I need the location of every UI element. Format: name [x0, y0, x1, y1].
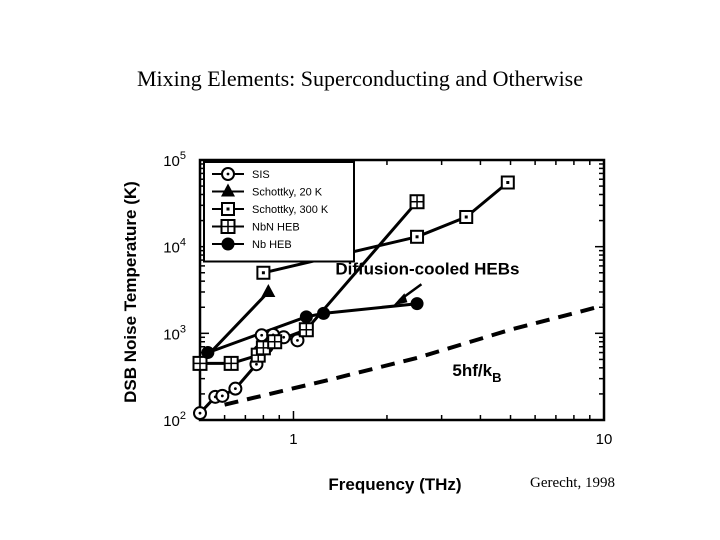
data-point — [254, 328, 269, 343]
legend-marker — [221, 202, 235, 216]
data-point — [223, 355, 239, 371]
data-point — [192, 355, 208, 371]
annotation-diffusion-cooled-hebs: Diffusion-cooled HEBs — [335, 259, 519, 278]
y-axis-label: DSB Noise Temperature (K) — [121, 181, 140, 403]
marker-filled-circle — [201, 346, 215, 360]
marker-filled-circle — [299, 310, 313, 324]
data-point — [193, 406, 207, 421]
marker-dot — [255, 362, 258, 366]
data-point — [410, 229, 425, 244]
marker-dot — [226, 172, 230, 176]
marker-dot — [261, 271, 265, 275]
y-tick-label: 105 — [163, 150, 186, 170]
data-point — [215, 388, 230, 403]
marker-dot — [220, 394, 224, 398]
marker-dot — [233, 387, 237, 391]
legend-marker — [220, 219, 236, 234]
x-tick-label: 1 — [289, 431, 297, 448]
data-point — [317, 306, 331, 320]
x-tick-label: 10 — [596, 431, 613, 448]
legend-label: NbN HEB — [252, 222, 300, 234]
legend-label: Nb HEB — [252, 239, 292, 251]
annotation-arrow-head — [393, 293, 408, 306]
marker-dot — [226, 207, 230, 211]
marker-filled-circle — [221, 237, 235, 251]
marker-triangle — [261, 283, 276, 297]
legend-marker — [221, 237, 235, 251]
annotation-5hf-kb: 5hf/kB — [452, 361, 501, 385]
y-tick-label-base: 10 — [163, 413, 180, 430]
y-tick-label-exponent: 4 — [180, 237, 186, 249]
marker-dot — [260, 333, 264, 337]
data-point — [201, 346, 215, 360]
data-point — [299, 310, 313, 324]
data-point — [261, 283, 276, 297]
legend-marker — [221, 183, 235, 197]
data-point — [410, 297, 424, 311]
legend-label: Schottky, 300 K — [252, 204, 329, 216]
legend-marker — [221, 167, 235, 181]
marker-dot — [464, 215, 468, 219]
marker-dot — [506, 181, 510, 185]
data-point — [267, 334, 283, 350]
data-point — [256, 265, 271, 280]
marker-filled-circle — [317, 306, 331, 320]
marker-triangle — [221, 183, 235, 197]
x-axis-label: Frequency (THz) — [328, 475, 461, 494]
plot-area-frame — [198, 158, 606, 422]
marker-filled-circle — [410, 297, 424, 311]
data-point — [459, 209, 474, 224]
annotation-5hf-main: 5hf/k — [452, 361, 492, 380]
data-point — [409, 194, 425, 210]
y-tick-label-base: 10 — [163, 326, 180, 343]
series-line-5hf-kb — [224, 303, 605, 407]
y-tick-label: 102 — [163, 410, 186, 430]
annotation-5hf-subscript: B — [492, 370, 501, 385]
legend: SIS Schottky, 20 K Schottky, 300 K NbN HEB N… — [203, 161, 355, 263]
y-tick-label: 103 — [163, 323, 186, 343]
data-point — [500, 175, 515, 190]
y-tick-label: 104 — [163, 237, 186, 257]
data-point — [298, 322, 314, 338]
marker-dot — [198, 411, 202, 415]
slide-title: Mixing Elements: Superconducting and Oth… — [136, 66, 584, 91]
y-tick-label-exponent: 2 — [180, 410, 186, 422]
figure-credit: Gerecht, 1998 — [530, 475, 615, 491]
y-tick-label-base: 10 — [163, 240, 180, 257]
legend-label: Schottky, 20 K — [252, 187, 323, 199]
y-tick-label-exponent: 5 — [180, 150, 186, 162]
data-point — [290, 333, 305, 348]
y-tick-label-base: 10 — [163, 153, 180, 170]
data-point — [228, 381, 243, 396]
marker-dot — [296, 338, 299, 342]
marker-dot — [282, 335, 286, 339]
marker-dot — [415, 235, 419, 239]
legend-label: SIS — [252, 169, 270, 181]
y-tick-label-exponent: 3 — [180, 323, 186, 335]
